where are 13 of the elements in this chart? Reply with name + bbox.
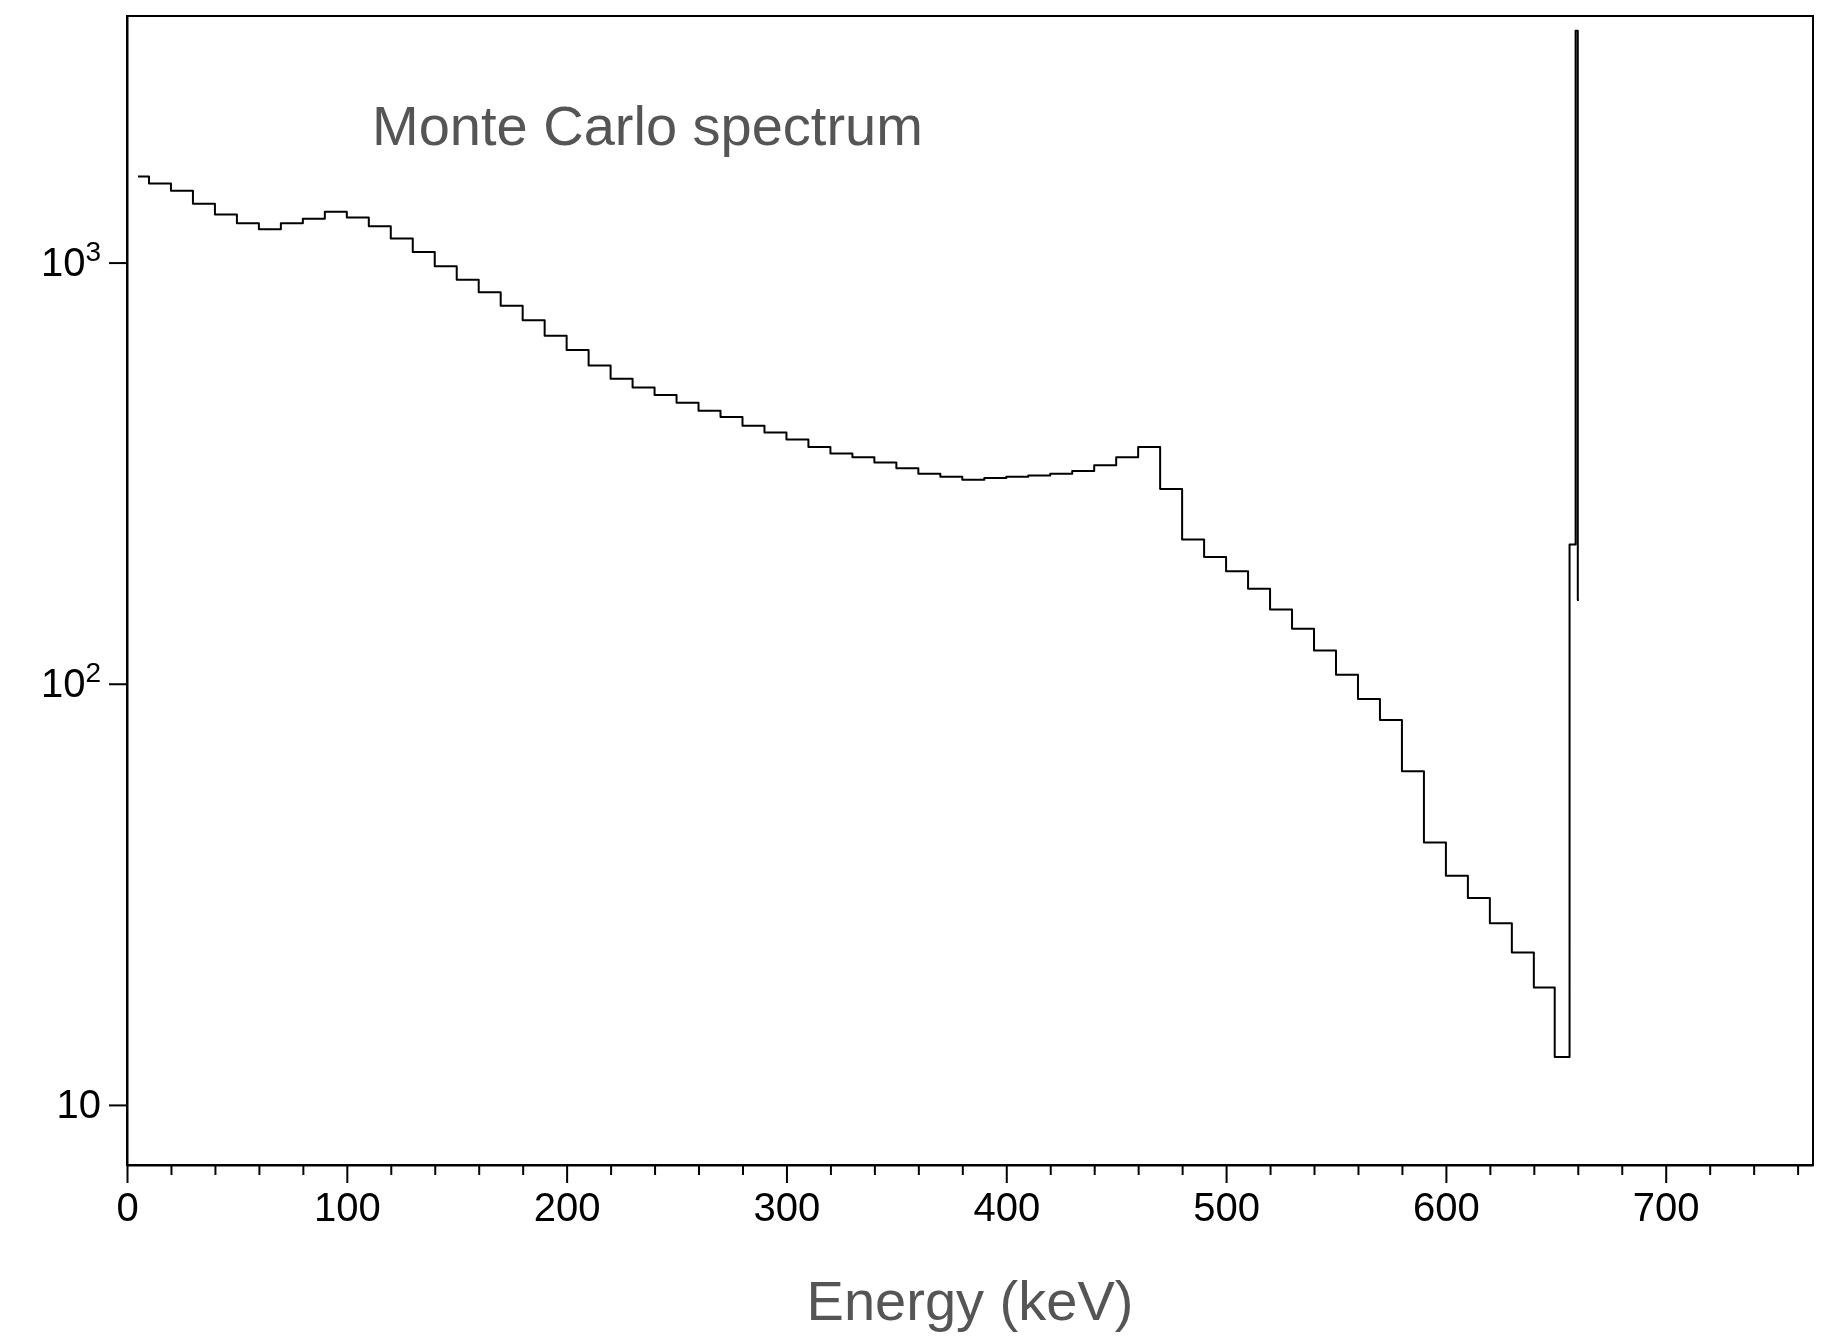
x-axis-title: Energy (keV) [806, 1269, 1134, 1332]
x-tick-label: 600 [1413, 1185, 1480, 1230]
y-tick-label: 10$^{3}$ [40, 235, 101, 284]
x-tick-label: 100 [313, 1185, 381, 1230]
x-tick-label: 200 [533, 1185, 601, 1230]
x-tick-label: 700 [1632, 1185, 1700, 1230]
text: Monte Carlo spectrum [372, 94, 923, 157]
x-tick-label: 500 [1193, 1185, 1260, 1230]
y-tick-label: 10 [56, 1082, 101, 1127]
x-tick-label: 400 [973, 1185, 1041, 1230]
x-tick-label: 0 [116, 1185, 139, 1230]
y-tick-label: 10$^{2}$ [40, 656, 101, 706]
x-tick-label: 300 [753, 1185, 821, 1230]
